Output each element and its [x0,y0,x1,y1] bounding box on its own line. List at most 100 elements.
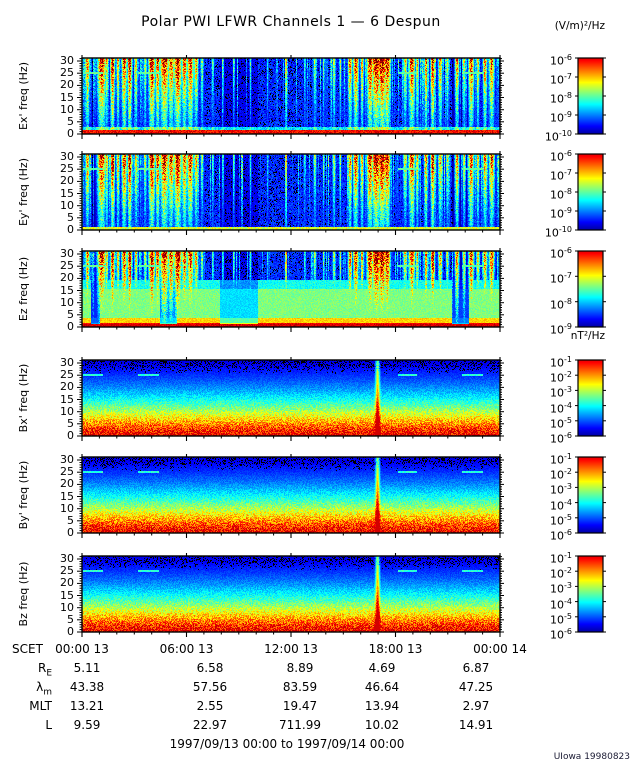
ephemeris-value-r2c1: 2.55 [196,699,224,713]
colorbar-tick-label-10e-6: 10-6 [550,431,572,446]
electric-colorbar-units-label: (V/m)²/Hz [554,20,605,32]
freq-tick-label-5hz: 5 [67,416,74,430]
spectrogram-image-by [82,457,500,533]
ephemeris-row-label-L: L [45,718,52,732]
panel-axes-ey [74,146,508,238]
colorbar-axes-ez [572,245,609,333]
colorbar-tick-label-10e-2: 10-2 [550,566,572,581]
freq-tick-label-25hz: 25 [60,368,74,382]
colorbar-axes-ex [572,52,609,140]
colorbar-tick-label-10e-4: 10-4 [550,497,572,513]
spectrogram-image-bx [82,360,500,436]
colorbar-tick-label-10e-5: 10-5 [550,512,572,528]
colorbar-by [578,457,603,533]
freq-tick-label-15hz: 15 [60,588,74,602]
panel-axes-ex [74,50,508,142]
freq-tick-label-5hz: 5 [67,210,74,224]
colorbar-tick-label-10e-6: 10-6 [550,528,572,543]
freq-tick-label-20hz: 20 [60,271,74,285]
colorbar-tick-label-10e-3: 10-3 [550,482,572,498]
colorbar-tick-label-10e-2: 10-2 [550,467,572,482]
freq-tick-label-10hz: 10 [60,198,74,212]
colorbar-tick-label-10e-9: 10-9 [550,110,572,125]
freq-tick-label-25hz: 25 [60,259,74,273]
freq-tick-label-25hz: 25 [60,162,74,176]
colorbar-axes-by [572,451,609,539]
ephemeris-value-r0c1: 6.58 [196,661,224,675]
panel-frame-and-ticks [77,151,504,235]
freq-tick-label-10hz: 10 [60,600,74,614]
freq-tick-label-15hz: 15 [60,283,74,297]
colorbar-tick-label-10e-8: 10-8 [550,91,572,106]
scet-axis-prefix: SCET [12,642,43,656]
ephemeris-value-r1c1: 57.56 [192,680,228,694]
colorbar-tick-label-10e-6: 10-6 [550,53,572,68]
ephemeris-value-r1c3: 46.64 [364,680,400,694]
colorbar-tick-label-10e-6: 10-6 [550,627,572,642]
freq-tick-label-25hz: 25 [60,564,74,578]
colorbar-tick-label-10e-3: 10-3 [550,385,572,401]
freq-tick-label-5hz: 5 [67,612,74,626]
freq-tick-label-0hz: 0 [67,223,74,236]
colorbar-tick-label-10e-1: 10-1 [550,551,572,566]
date-range-label: 1997/09/13 00:00 to 1997/09/14 00:00 [169,737,405,751]
ephemeris-value-r3c0: 9.59 [73,718,101,732]
ephemeris-value-r1c0: 43.38 [69,680,105,694]
colorbar-frame-and-ticks [575,57,606,135]
spectrogram-image-ez [82,251,500,327]
ephemeris-value-r0c0: 5.11 [73,661,101,675]
colorbar-tick-label-10e-5: 10-5 [550,611,572,627]
time-tick-label-3: 18:00 13 [368,642,423,656]
freq-tick-label-30hz: 30 [60,453,74,467]
ephemeris-value-r0c2: 8.89 [286,661,314,675]
freq-tick-label-15hz: 15 [60,489,74,503]
freq-tick-label-30hz: 30 [60,247,74,261]
colorbar-tick-label-10e-5: 10-5 [550,415,572,431]
colorbar-tick-label-10e-2: 10-2 [550,370,572,385]
colorbar-axes-bz [572,550,609,638]
freq-tick-label-30hz: 30 [60,552,74,566]
ephemeris-value-r3c2: 711.99 [279,718,321,732]
colorbar-tick-label-10e-7: 10-7 [550,72,572,87]
ephemeris-value-r1c2: 83.59 [282,680,318,694]
colorbar-tick-label-10e-7: 10-7 [550,168,572,183]
colorbar-tick-label-10e-6: 10-6 [550,149,572,164]
freq-tick-label-5hz: 5 [67,114,74,128]
spectrogram-image-ex [82,58,500,134]
colorbar-tick-label-10e-9: 10-9 [550,206,572,221]
freq-tick-label-10hz: 10 [60,102,74,116]
colorbar-tick-label-10e-9: 10-9 [550,322,572,337]
colorbar-frame-and-ticks [575,555,606,633]
plot-title: Polar PWI LFWR Channels 1 — 6 Despun [141,14,441,30]
freq-tick-label-20hz: 20 [60,380,74,394]
colorbar-tick-label-10e-6: 10-6 [550,246,572,261]
panel-frame-and-ticks [77,55,504,139]
time-tick-label-1: 06:00 13 [159,642,214,656]
spectrogram-image-bz [82,556,500,632]
colorbar-tick-label-10e-10: 10-10 [544,129,572,144]
colorbar-tick-label-10e-1: 10-1 [550,355,572,370]
colorbar-axes-bx [572,354,609,442]
credit-stamp: UIowa 19980823 [553,752,630,762]
colorbar-bz [578,556,603,632]
colorbar-frame-and-ticks [575,456,606,534]
ephemeris-row-label-MLT: MLT [29,699,52,713]
freq-tick-label-15hz: 15 [60,90,74,104]
freq-tick-label-30hz: 30 [60,356,74,370]
freq-tick-label-0hz: 0 [67,625,74,638]
colorbar-tick-label-10e-7: 10-7 [550,271,572,286]
ephemeris-value-r2c0: 13.21 [69,699,105,713]
freq-tick-label-20hz: 20 [60,174,74,188]
freq-tick-label-25hz: 25 [60,66,74,80]
freq-tick-label-10hz: 10 [60,295,74,309]
freq-tick-label-20hz: 20 [60,576,74,590]
panel-frame-and-ticks [77,553,504,637]
colorbar-bx [578,360,603,436]
ephemeris-value-r1c4: 47.25 [458,680,494,694]
colorbar-tick-label-10e-3: 10-3 [550,581,572,597]
freq-tick-label-0hz: 0 [67,429,74,442]
ephemeris-value-r2c3: 13.94 [364,699,400,713]
time-tick-label-4: 00:00 14 [473,642,527,656]
panel-axes-by [74,449,508,541]
